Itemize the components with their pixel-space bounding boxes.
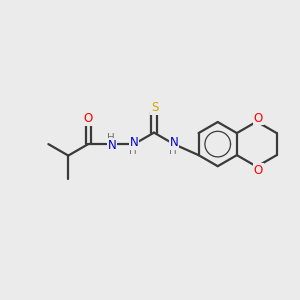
Text: H: H	[169, 146, 177, 156]
Text: O: O	[254, 164, 263, 177]
Text: O: O	[83, 112, 93, 124]
Text: H: H	[129, 146, 137, 156]
Text: N: N	[169, 136, 178, 149]
Text: S: S	[151, 100, 158, 114]
Text: H: H	[107, 133, 115, 142]
Text: N: N	[108, 139, 116, 152]
Text: N: N	[130, 136, 139, 149]
Text: O: O	[254, 112, 263, 124]
